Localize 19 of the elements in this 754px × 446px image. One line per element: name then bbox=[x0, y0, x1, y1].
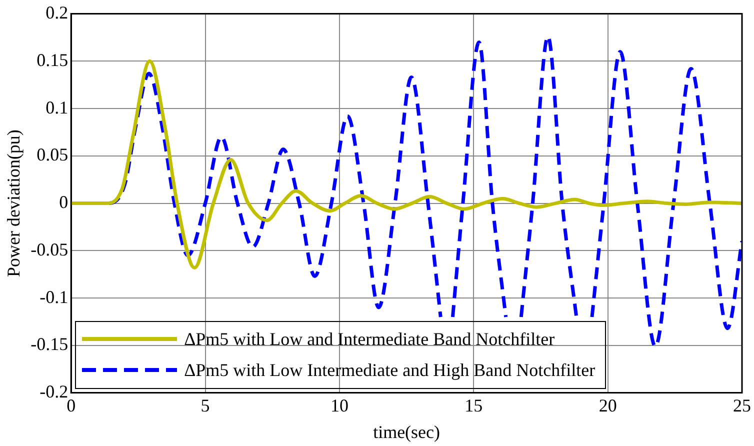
y-tick-label: 0.15 bbox=[36, 50, 68, 70]
y-tick-label: 0 bbox=[59, 192, 68, 212]
x-tick-label: 10 bbox=[330, 395, 348, 416]
legend-label: ΔPm5 with Low Intermediate and High Band Notchfilter bbox=[184, 360, 596, 381]
legend-label: ΔPm5 with Low and Intermediate Band Notchfilter bbox=[184, 328, 555, 350]
y-tick-label: 0.2 bbox=[46, 2, 68, 23]
x-tick-label: 15 bbox=[464, 395, 483, 416]
y-tick-label: -0.2 bbox=[40, 382, 68, 402]
x-tick-label: 25 bbox=[733, 395, 751, 416]
y-tick-label: -0.1 bbox=[40, 286, 68, 307]
y-tick-label: 0.1 bbox=[46, 97, 68, 118]
x-axis-title: time(sec) bbox=[373, 422, 440, 442]
x-tick-label: 20 bbox=[598, 395, 617, 416]
line-series bbox=[71, 59, 742, 270]
y-axis-title: Power deviation(pu) bbox=[4, 130, 24, 278]
y-tick-label: -0.15 bbox=[30, 334, 68, 354]
x-tick-label: 5 bbox=[200, 395, 210, 416]
y-tick-label: 0.05 bbox=[36, 144, 68, 165]
y-tick-label: -0.05 bbox=[30, 239, 68, 260]
